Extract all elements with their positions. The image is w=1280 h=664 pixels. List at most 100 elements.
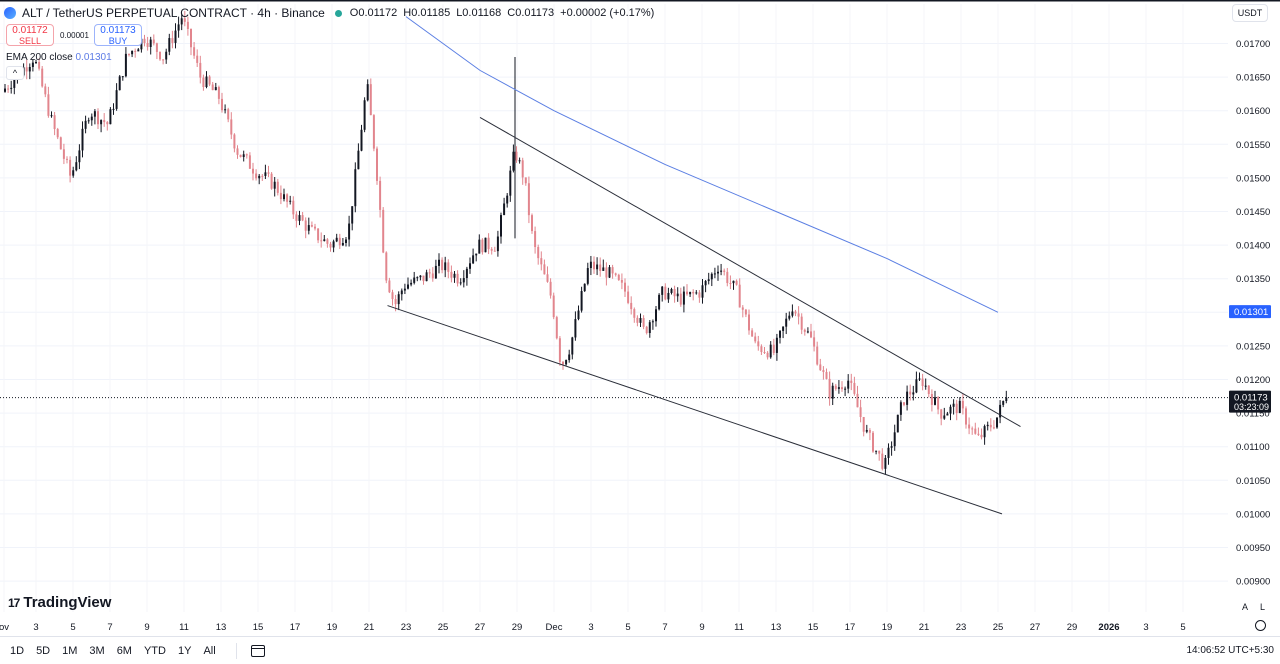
candle-body	[686, 291, 688, 295]
buy-button[interactable]: 0.01173 BUY	[94, 24, 142, 46]
candle-body	[450, 271, 453, 278]
time-tick-label: 5	[1180, 622, 1185, 633]
candle-body	[44, 86, 47, 95]
symbol-header: ALT / TetherUS PERPETUAL CONTRACT · 4h ·…	[4, 4, 654, 22]
auto-scale-button[interactable]: A	[1242, 602, 1249, 612]
ohlc-open: O0.01172	[349, 7, 398, 19]
candle-body	[183, 18, 186, 22]
gear-icon[interactable]	[1255, 620, 1266, 631]
time-tick-label: ov	[0, 622, 9, 633]
countdown-label: 03:23:09	[1234, 402, 1269, 412]
clock-display[interactable]: 14:06:52 UTC+5:30	[1186, 645, 1274, 656]
candle-body	[605, 267, 608, 278]
candle-body	[955, 403, 958, 414]
range-ytd-button[interactable]: YTD	[143, 644, 166, 657]
candle-body	[927, 385, 930, 395]
tradingview-logo-text: TradingView	[23, 594, 112, 611]
candle-body	[165, 51, 168, 60]
candle-body	[444, 262, 447, 271]
sell-button[interactable]: 0.01172 SELL	[6, 24, 54, 46]
candle-body	[986, 424, 989, 427]
candle-body	[682, 291, 685, 305]
candle-body	[388, 280, 391, 293]
time-tick-label: 21	[919, 622, 930, 633]
candle-body	[651, 321, 654, 323]
candle-body	[546, 274, 549, 282]
candle-body	[394, 299, 397, 305]
price-tick-label: 0.01450	[1236, 207, 1270, 218]
candle-body	[506, 195, 509, 204]
candle-body	[816, 346, 819, 365]
candle-body	[841, 387, 843, 390]
ohlc-close: C0.01173	[507, 7, 555, 19]
candle-body	[276, 181, 279, 193]
time-tick-label: 5	[70, 622, 75, 633]
candle-body	[915, 379, 918, 393]
candle-body	[28, 67, 31, 72]
candle-body	[571, 337, 574, 355]
range-1d-button[interactable]: 1D	[10, 644, 25, 657]
time-tick-label: 21	[364, 622, 375, 633]
candle-body	[304, 220, 307, 231]
range-all-button[interactable]: All	[203, 644, 216, 657]
price-tick-label: 0.01600	[1236, 106, 1270, 117]
toolbar-divider	[235, 642, 237, 659]
calendar-icon[interactable]	[250, 644, 265, 657]
candle-body	[890, 446, 893, 448]
candle-body	[376, 148, 378, 181]
candle-body	[924, 385, 927, 387]
time-tick-label: 9	[144, 622, 149, 633]
candle-body	[87, 120, 90, 122]
candle-body	[713, 273, 716, 275]
log-scale-button[interactable]: L	[1260, 602, 1266, 612]
candle-body	[465, 268, 468, 279]
candle-body	[236, 148, 239, 155]
time-tick-label: 27	[1030, 622, 1041, 633]
candle-body	[106, 122, 109, 125]
ema-indicator-legend[interactable]: EMA 200 close 0.01301	[6, 52, 112, 63]
range-5d-button[interactable]: 5D	[36, 644, 51, 657]
candle-body	[357, 150, 360, 170]
candle-body	[493, 250, 496, 252]
range-6m-button[interactable]: 6M	[116, 644, 132, 657]
time-axis: ov 3 5 7 9 11 13 15 17 19 21 23 25 27 29 Dec 3 5 7 9 11 13 15 1…	[0, 622, 1186, 633]
candle-body	[93, 111, 96, 117]
collapse-legend-button[interactable]: ^	[6, 66, 24, 80]
candle-body	[803, 329, 806, 332]
candle-body	[844, 388, 847, 390]
candle-body	[1005, 397, 1008, 402]
candle-body	[875, 450, 878, 452]
candle-body	[326, 239, 329, 244]
candle-body	[279, 192, 282, 200]
candle-body	[441, 259, 444, 271]
range-1m-button[interactable]: 1M	[62, 644, 78, 657]
candle-body	[382, 209, 385, 253]
candle-body	[961, 400, 964, 409]
market-open-indicator-icon	[334, 9, 342, 17]
candle-body	[186, 21, 189, 29]
candle-body	[363, 100, 366, 130]
candle-body	[345, 239, 347, 243]
candle-body	[428, 272, 431, 274]
ema-price-badge-label: 0.01301	[1234, 307, 1268, 318]
candle-body	[360, 129, 363, 151]
candle-body	[645, 326, 648, 334]
tradingview-logo[interactable]: 17 TradingView	[8, 594, 111, 611]
range-3m-button[interactable]: 3M	[89, 644, 105, 657]
currency-selector[interactable]: USDT	[1232, 4, 1268, 22]
candle-body	[977, 433, 980, 435]
candle-body	[453, 273, 456, 278]
symbol-title[interactable]: ALT / TetherUS PERPETUAL CONTRACT · 4h ·…	[22, 6, 325, 20]
candle-body	[7, 88, 10, 90]
candle-body	[593, 261, 595, 270]
candle-body	[748, 314, 750, 331]
candle-body	[385, 252, 388, 281]
candle-body	[351, 206, 354, 224]
range-1y-button[interactable]: 1Y	[177, 644, 192, 657]
candle-body	[100, 120, 103, 125]
candle-body	[732, 280, 735, 284]
candle-body	[903, 402, 905, 405]
candle-body	[487, 237, 490, 250]
candle-body	[348, 223, 351, 240]
